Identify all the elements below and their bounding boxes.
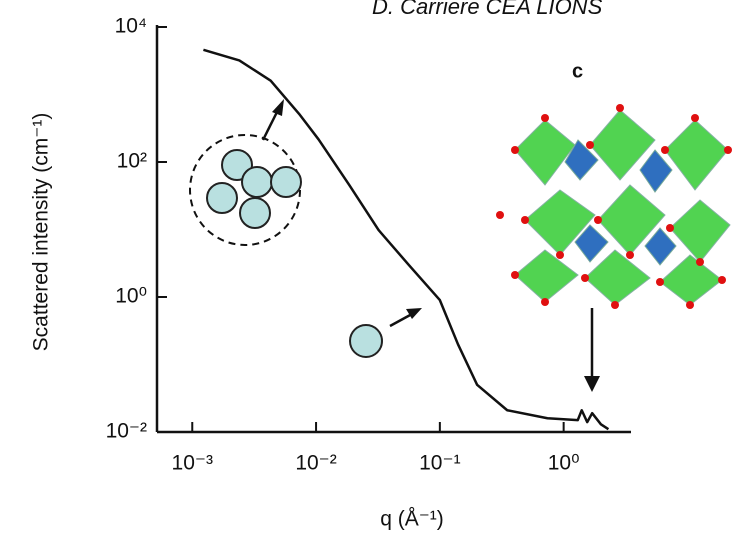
x-axis-label: q (Å⁻¹): [380, 508, 444, 531]
x-tick-label: 10⁻²: [295, 452, 336, 475]
x-tick-label: 10⁰: [548, 452, 580, 475]
panel-label: c: [572, 60, 583, 82]
y-axis-label: Scattered intensity (cm⁻¹): [30, 113, 53, 352]
x-tick-label: 10⁻³: [172, 452, 213, 475]
y-tick-label: 10⁴: [115, 15, 147, 38]
y-tick-label: 10⁰: [115, 285, 147, 308]
cluster-illustration: [190, 99, 422, 357]
crystal-illustration: [496, 104, 732, 392]
chart: D. Carriere CEA LIONS c Scattered intens…: [0, 0, 737, 534]
y-tick-label: 10²: [117, 150, 147, 173]
credit: D. Carriere CEA LIONS: [372, 0, 603, 19]
y-tick-label: 10⁻²: [106, 420, 147, 443]
x-tick-label: 10⁻¹: [419, 452, 460, 475]
